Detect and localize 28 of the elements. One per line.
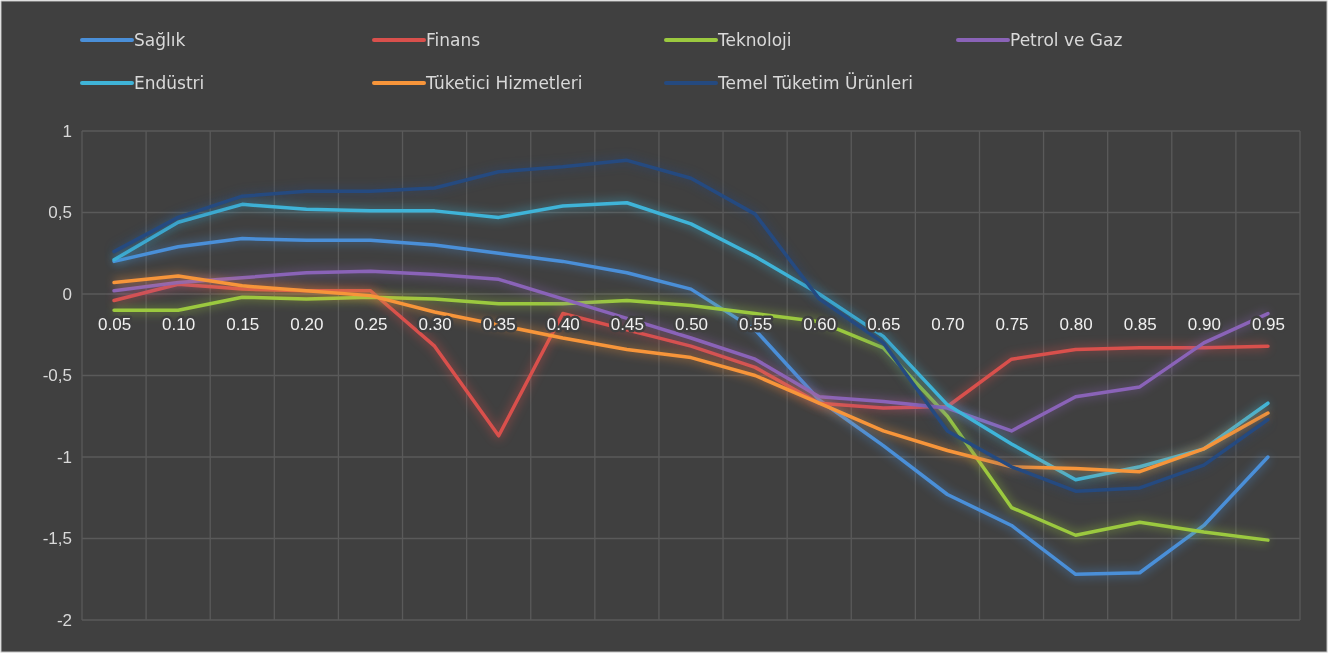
y-tick-label: -2 bbox=[56, 610, 72, 630]
x-tick-label: 0.25 bbox=[354, 315, 388, 335]
legend-label: Petrol ve Gaz bbox=[1010, 30, 1123, 50]
y-tick-label: 0,5 bbox=[48, 203, 72, 223]
y-tick-label: 0 bbox=[62, 284, 72, 304]
x-tick-label: 0.90 bbox=[1187, 315, 1221, 335]
legend-label: Teknoloji bbox=[717, 30, 792, 50]
y-tick-label: -1,5 bbox=[42, 529, 72, 549]
x-tick-label: 0.05 bbox=[98, 315, 132, 335]
x-tick-label: 0.30 bbox=[418, 315, 452, 335]
legend-label: Finans bbox=[426, 30, 481, 50]
x-tick-label: 0.50 bbox=[674, 315, 709, 335]
x-tick-label: 0.95 bbox=[1251, 315, 1285, 335]
x-tick-label: 0.75 bbox=[995, 315, 1029, 335]
x-tick-label: 0.70 bbox=[931, 315, 965, 335]
legend-label: Sağlık bbox=[134, 30, 186, 50]
legend-label: Endüstri bbox=[134, 73, 205, 93]
legend-label: Tüketici Hizmetleri bbox=[425, 73, 583, 93]
legend-label: Temel Tüketim Ürünleri bbox=[717, 72, 913, 93]
x-tick-label: 0.80 bbox=[1059, 315, 1093, 335]
x-tick-label: 0.20 bbox=[290, 315, 324, 335]
x-tick-label: 0.10 bbox=[162, 315, 196, 335]
x-tick-label: 0.15 bbox=[226, 315, 260, 335]
y-tick-label: 1 bbox=[62, 121, 72, 141]
x-tick-label: 0.85 bbox=[1123, 315, 1157, 335]
y-tick-label: -1 bbox=[56, 447, 72, 467]
y-tick-label: -0,5 bbox=[42, 366, 72, 386]
x-tick-label: 0.65 bbox=[867, 315, 901, 335]
